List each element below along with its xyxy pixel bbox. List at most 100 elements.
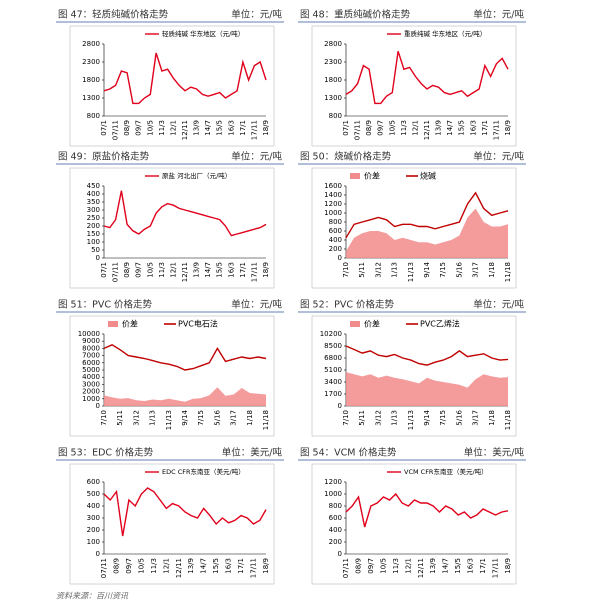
x-tick-label: 9/14 xyxy=(423,261,431,277)
x-tick-label: 14/7 xyxy=(200,558,208,574)
x-tick-label: 11/3 xyxy=(150,558,158,574)
y-tick-label: 300 xyxy=(87,514,100,522)
y-tick-label: 1000 xyxy=(324,209,342,217)
y-tick-label: 1800 xyxy=(82,76,100,84)
y-tick-label: 8500 xyxy=(324,342,342,350)
x-tick-label: 16/3 xyxy=(225,558,233,574)
legend-label: EDC CFR东南亚（美元/吨） xyxy=(162,467,245,476)
x-tick-label: 5/11 xyxy=(358,410,366,426)
x-tick-label: 07/11 xyxy=(112,262,120,282)
line-series xyxy=(345,492,509,528)
y-tick-label: 200 xyxy=(87,526,100,534)
legend-swatch xyxy=(350,173,360,179)
x-tick-label: 17/11 xyxy=(250,120,258,140)
x-tick-label: 09/7 xyxy=(125,558,133,574)
y-tick-label: 2000 xyxy=(82,388,100,396)
y-tick-label: 600 xyxy=(329,514,342,522)
legend-label: 烧碱 xyxy=(420,171,436,181)
x-tick-label: 5/11 xyxy=(358,262,366,278)
x-tick-label: 10/5 xyxy=(146,262,154,278)
figure-unit: 单位：元/吨 xyxy=(473,9,524,21)
x-tick-label: 16/3 xyxy=(467,558,475,574)
y-tick-label: 1400 xyxy=(324,191,342,199)
x-tick-label: 3/12 xyxy=(374,410,382,426)
x-tick-label: 13/9 xyxy=(429,558,437,574)
y-tick-label: 2800 xyxy=(324,40,342,48)
y-tick-label: 1000 xyxy=(324,490,342,498)
x-tick-label: 7/15 xyxy=(439,410,447,426)
x-tick-label: 17/11 xyxy=(250,262,258,282)
x-tick-label: 3/17 xyxy=(230,410,238,426)
legend-label: PVC电石法 xyxy=(178,319,218,329)
y-tick-label: 4000 xyxy=(82,373,100,381)
x-tick-label: 17/1 xyxy=(239,120,247,136)
x-tick-label: 17/1 xyxy=(239,262,247,278)
y-tick-label: 300 xyxy=(87,206,100,214)
x-tick-label: 08/9 xyxy=(354,558,362,574)
line-series xyxy=(103,52,267,105)
y-tick-label: 0 xyxy=(96,402,100,410)
x-tick-label: 09/7 xyxy=(377,120,385,136)
line-series xyxy=(103,487,267,537)
y-tick-label: 5000 xyxy=(82,366,100,374)
x-tick-label: 12/11 xyxy=(181,120,189,140)
y-tick-label: 600 xyxy=(87,478,100,486)
figure-unit: 单位：元/吨 xyxy=(473,299,524,311)
legend-label: 轻质纯碱 华东地区（元/吨） xyxy=(162,29,244,38)
figure-title: 图 48：重质纯碱价格走势 xyxy=(300,9,411,21)
x-tick-label: 7/10 xyxy=(342,410,350,426)
x-tick-label: 14/7 xyxy=(446,120,454,136)
y-tick-label: 100 xyxy=(87,538,100,546)
x-tick-label: 15/5 xyxy=(212,558,220,574)
x-tick-label: 18/9 xyxy=(504,120,512,136)
y-tick-label: 450 xyxy=(87,182,100,190)
x-tick-label: 16/3 xyxy=(227,262,235,278)
x-tick-label: 07/11 xyxy=(342,558,350,578)
x-tick-label: 14/7 xyxy=(204,120,212,136)
y-tick-label: 2300 xyxy=(82,58,100,66)
x-tick-label: 17/1 xyxy=(479,558,487,574)
x-tick-label: 11/3 xyxy=(392,558,400,574)
x-tick-label: 5/11 xyxy=(116,410,124,426)
x-tick-label: 16/3 xyxy=(227,120,235,136)
x-tick-label: 11/3 xyxy=(158,262,166,278)
legend-swatch xyxy=(108,321,118,327)
y-tick-label: 1300 xyxy=(324,94,342,102)
x-tick-label: 7/10 xyxy=(100,410,108,426)
y-tick-label: 7000 xyxy=(82,352,100,360)
x-tick-label: 12/1 xyxy=(411,120,419,136)
x-tick-label: 17/11 xyxy=(492,120,500,140)
x-tick-label: 11/18 xyxy=(504,410,512,430)
x-tick-label: 3/17 xyxy=(472,262,480,278)
y-tick-label: 200 xyxy=(329,245,342,253)
legend-label: 价差 xyxy=(364,171,380,181)
x-tick-label: 08/9 xyxy=(123,262,131,278)
x-tick-label: 13/9 xyxy=(187,558,195,574)
figure-unit: 单位：美元/吨 xyxy=(464,447,525,459)
y-tick-label: 50 xyxy=(91,246,100,254)
legend-label: VCM CFR东南亚（美元/吨） xyxy=(404,467,488,476)
x-tick-label: 3/12 xyxy=(132,410,140,426)
legend-label: 价差 xyxy=(122,319,138,329)
x-tick-label: 08/9 xyxy=(112,558,120,574)
y-tick-label: 1800 xyxy=(324,76,342,84)
legend-label: 原盐 河北出厂（元/吨） xyxy=(162,171,231,180)
y-tick-label: 5100 xyxy=(324,366,342,374)
x-tick-label: 7/10 xyxy=(342,262,350,278)
x-tick-label: 11/18 xyxy=(262,410,270,430)
figure-title: 图 51：PVC 价格走势 xyxy=(58,299,152,311)
y-tick-label: 10000 xyxy=(78,330,100,338)
y-tick-label: 1200 xyxy=(324,478,342,486)
x-tick-label: 18/9 xyxy=(262,120,270,136)
area-series xyxy=(346,372,508,406)
x-tick-label: 12/1 xyxy=(404,558,412,574)
x-tick-label: 12/11 xyxy=(423,120,431,140)
x-tick-label: 1/18 xyxy=(488,410,496,426)
y-tick-label: 0 xyxy=(338,254,342,262)
x-tick-label: 15/5 xyxy=(458,120,466,136)
figure-unit: 单位：美元/吨 xyxy=(222,447,283,459)
y-tick-label: 1700 xyxy=(324,390,342,398)
y-tick-label: 400 xyxy=(329,236,342,244)
y-tick-label: 400 xyxy=(87,502,100,510)
